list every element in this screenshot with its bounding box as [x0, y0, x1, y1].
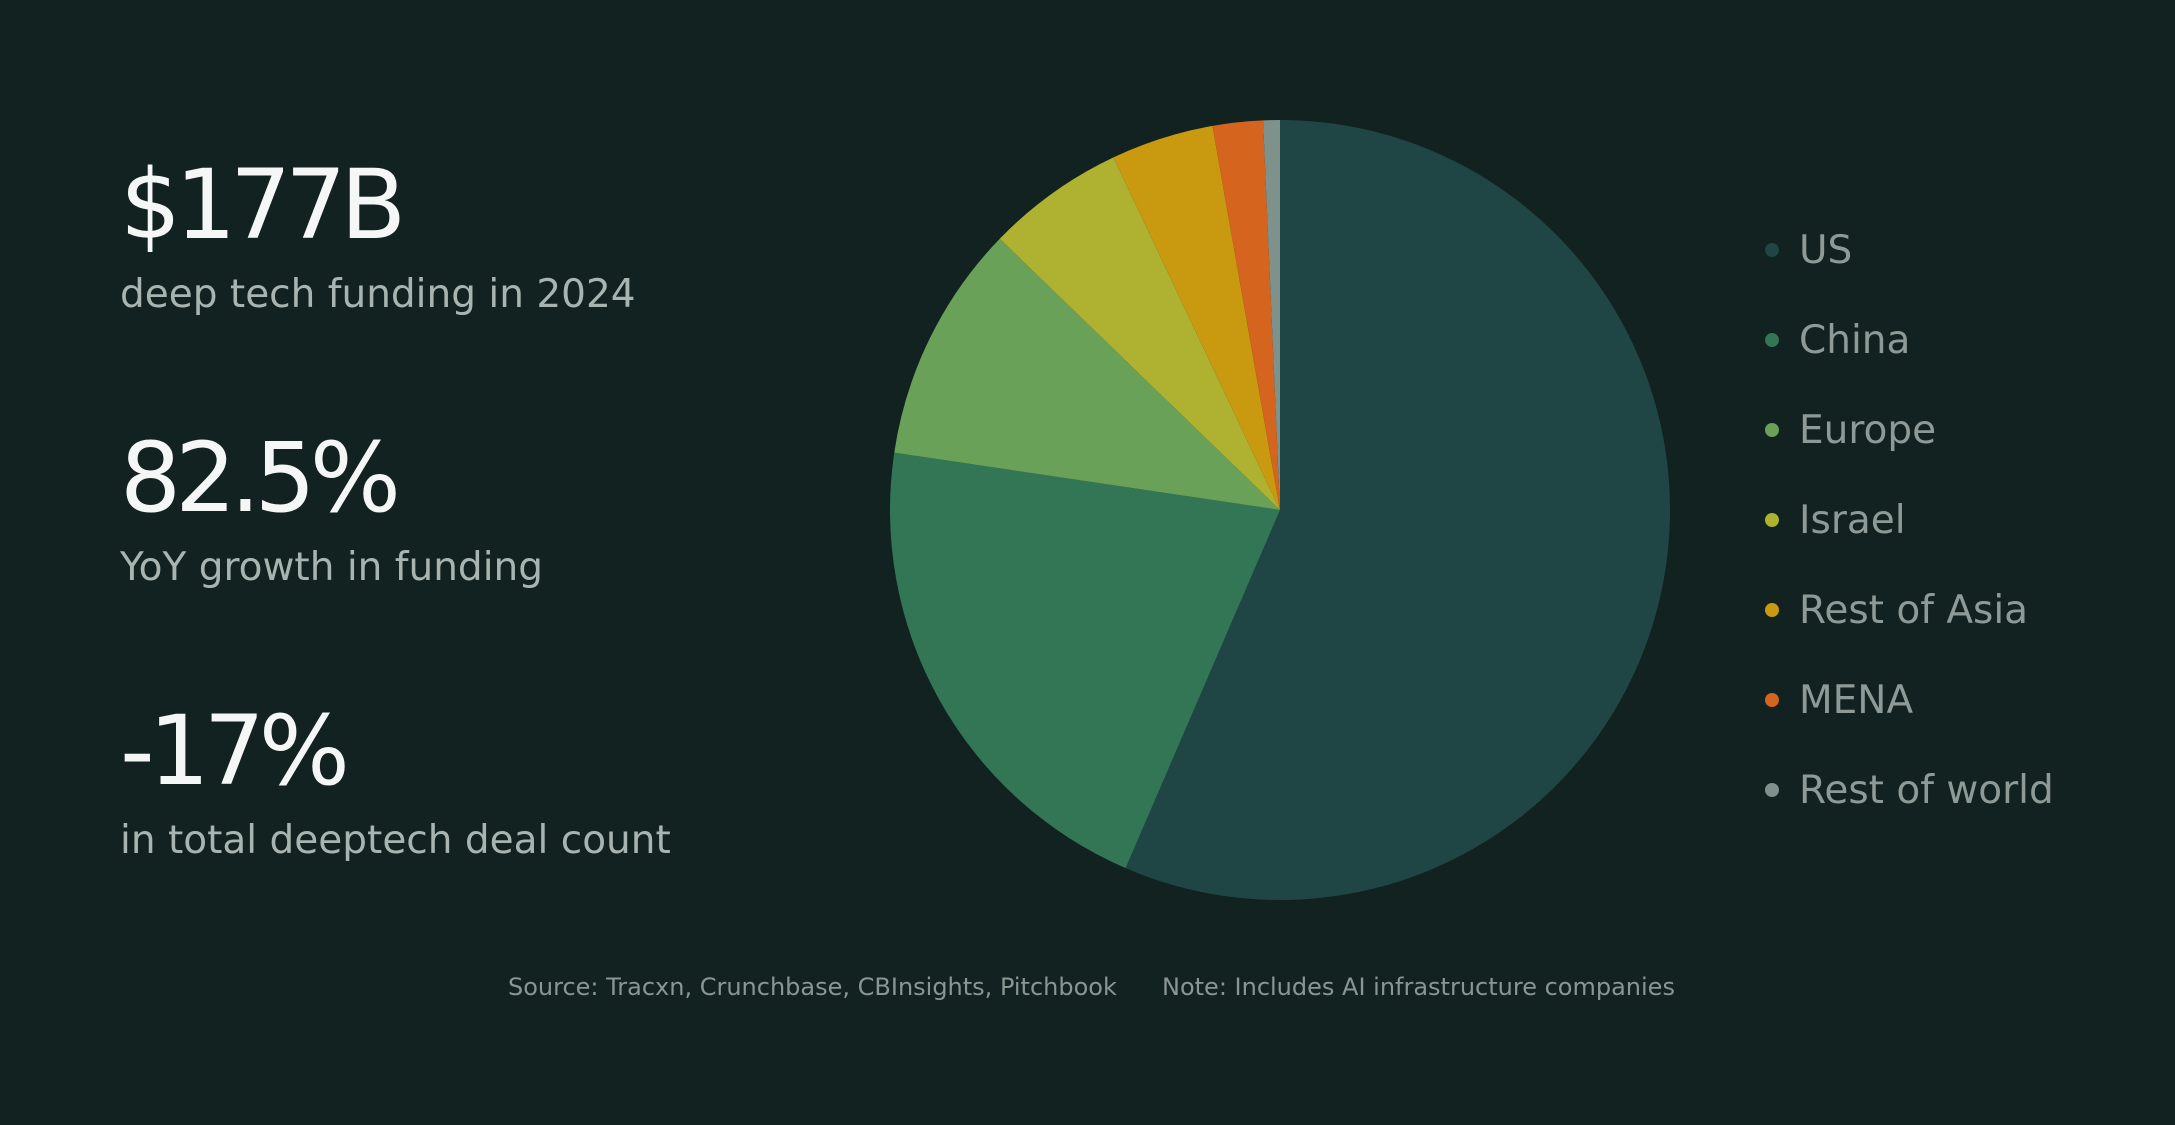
legend-swatch	[1765, 423, 1779, 437]
stat-value: $177B	[120, 149, 406, 261]
pie-slice-rest-of-world	[1263, 120, 1280, 510]
legend-item-china: China	[1765, 295, 2165, 385]
source-note: Source: Tracxn, Crunchbase, CBInsights, …	[508, 973, 1117, 1001]
stat-funding: $177B deep tech funding in 2024	[120, 150, 636, 320]
chart-legend: US China Europe Israel Rest of Asia MENA…	[1765, 205, 2165, 835]
methodology-note: Note: Includes AI infrastructure compani…	[1162, 973, 1675, 1001]
stat-value: -17%	[120, 695, 350, 807]
pie-slice-us	[1125, 120, 1671, 900]
legend-label: US	[1799, 227, 1853, 273]
legend-item-mena: MENA	[1765, 655, 2165, 745]
legend-swatch	[1765, 693, 1779, 707]
pie-slice-mena	[1212, 120, 1280, 511]
stat-label: deep tech funding in 2024	[120, 272, 636, 317]
legend-label: MENA	[1799, 677, 1914, 723]
stat-label: YoY growth in funding	[120, 545, 544, 590]
legend-swatch	[1765, 513, 1779, 527]
legend-swatch	[1765, 333, 1779, 347]
legend-label: Israel	[1799, 497, 1906, 543]
legend-swatch	[1765, 783, 1779, 797]
legend-label: Rest of Asia	[1799, 587, 2029, 633]
legend-swatch	[1765, 603, 1779, 617]
pie-slice-israel	[999, 157, 1280, 511]
pie-chart	[889, 120, 1671, 900]
legend-item-europe: Europe	[1765, 385, 2165, 475]
stat-label: in total deeptech deal count	[120, 818, 671, 863]
legend-label: Europe	[1799, 407, 1937, 453]
legend-item-israel: Israel	[1765, 475, 2165, 565]
legend-label: China	[1799, 317, 1911, 363]
stat-growth: 82.5% YoY growth in funding	[120, 423, 543, 593]
legend-item-us: US	[1765, 205, 2165, 295]
pie-slices	[889, 120, 1671, 900]
stat-deal-count: -17% in total deeptech deal count	[120, 696, 671, 866]
pie-slice-europe	[894, 238, 1280, 510]
pie-slice-rest-of-asia	[1113, 125, 1280, 510]
stat-value: 82.5%	[120, 422, 401, 534]
pie-slice-china	[889, 452, 1280, 869]
legend-swatch	[1765, 243, 1779, 257]
legend-item-rest-of-world: Rest of world	[1765, 745, 2165, 835]
legend-label: Rest of world	[1799, 767, 2054, 813]
legend-item-rest-of-asia: Rest of Asia	[1765, 565, 2165, 655]
footnotes: Source: Tracxn, Crunchbase, CBInsights, …	[0, 970, 2175, 1004]
